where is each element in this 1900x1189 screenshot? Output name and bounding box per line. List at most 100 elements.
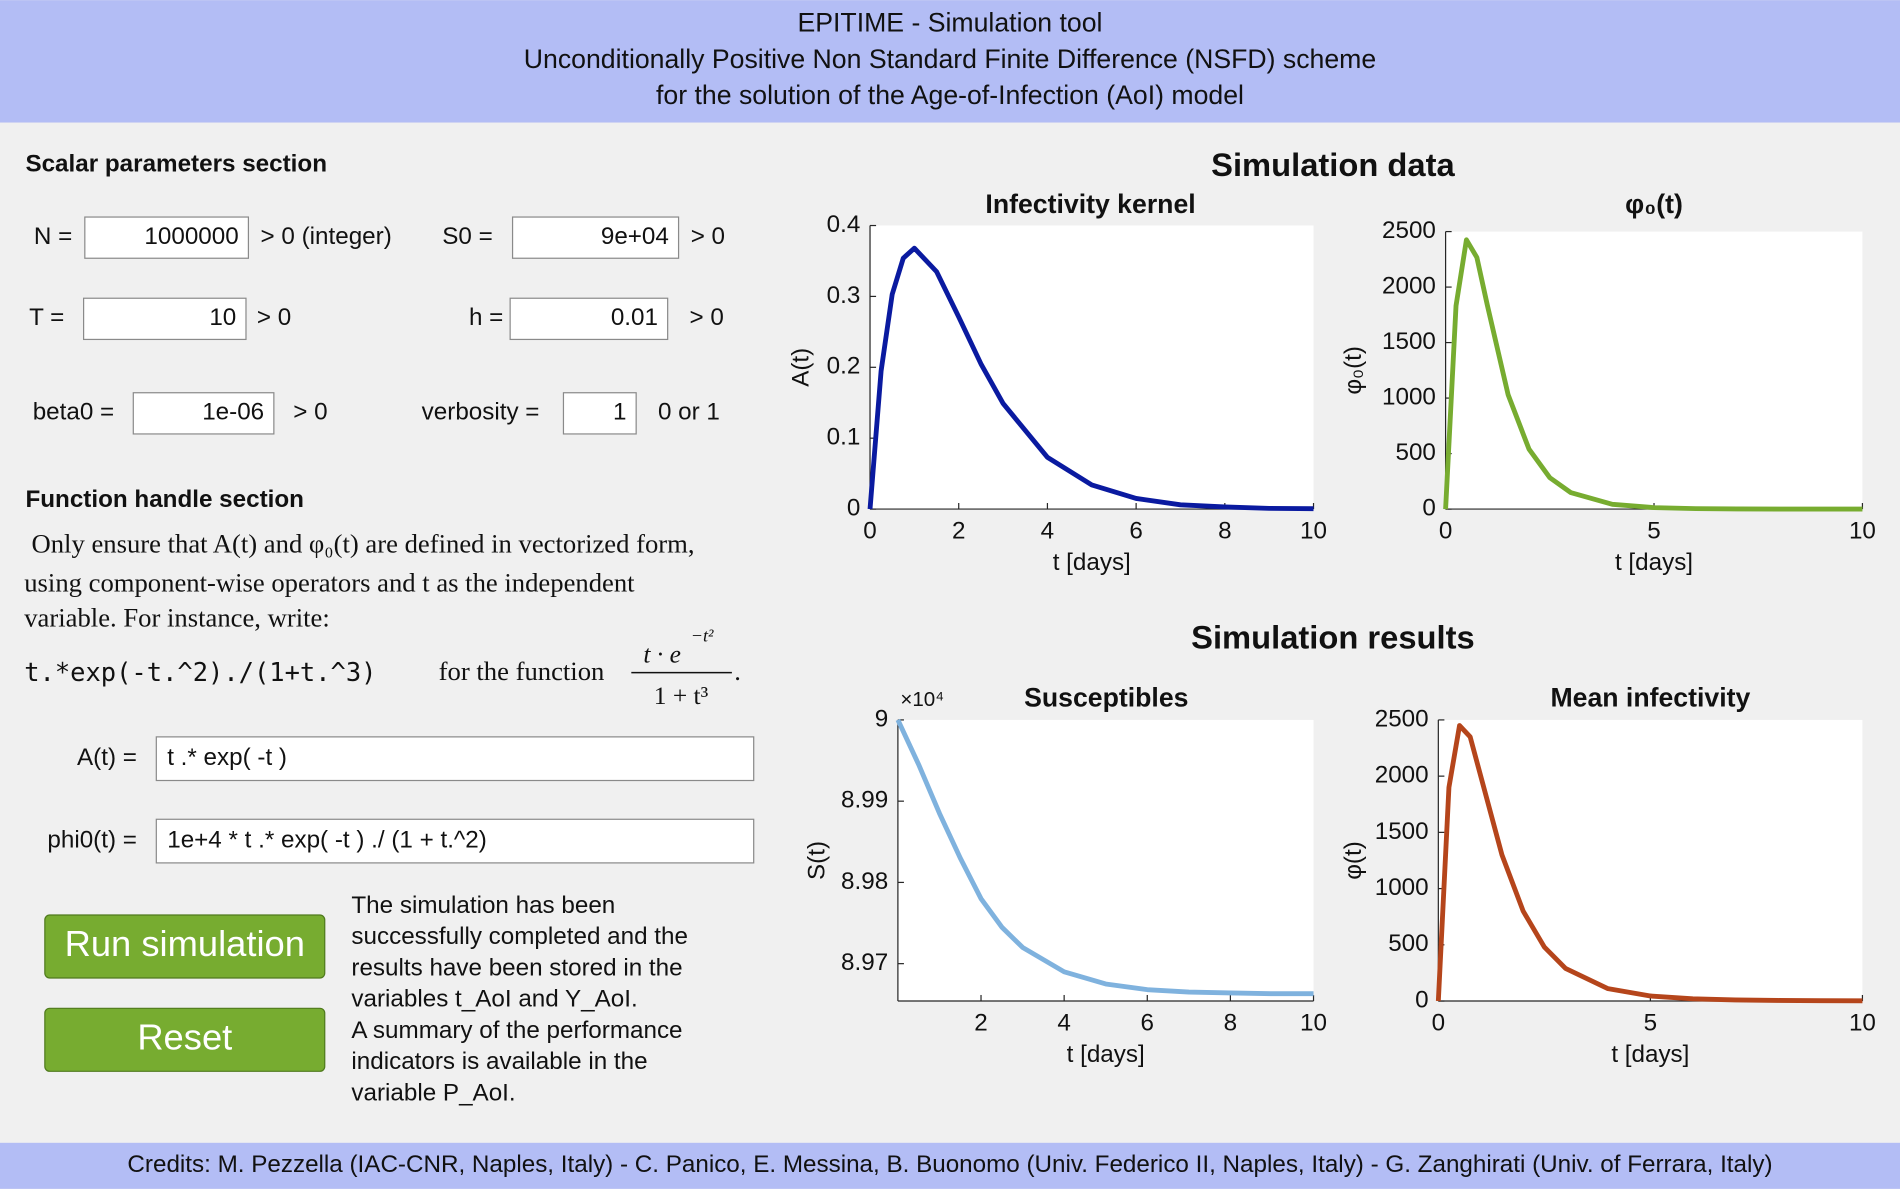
input-value: 9e+04: [601, 223, 669, 250]
field-label: beta0 =: [33, 399, 114, 426]
field-label: T =: [29, 304, 64, 331]
x-tick-label: 10: [1849, 518, 1876, 545]
field-label: A(t) =: [77, 744, 137, 771]
field-hint: > 0: [257, 304, 291, 331]
status-message: variables t_AoI and Y_AoI.: [351, 986, 637, 1013]
y-tick-label: 2000: [1375, 762, 1429, 789]
y-exponent: ×10⁴: [900, 688, 944, 711]
chart-title: Infectivity kernel: [985, 189, 1195, 219]
input-value: 1e-06: [202, 399, 264, 426]
text-input[interactable]: [562, 392, 637, 435]
input-value: 1e+4 * t .* exp( -t ) ./ (1 + t.^2): [167, 826, 487, 853]
x-tick-label: 10: [1300, 518, 1327, 545]
input-value: 1: [613, 399, 626, 426]
x-tick-label: 8: [1218, 518, 1231, 545]
chart-title: φ₀(t): [1625, 189, 1683, 219]
y-tick-label: 0: [1422, 494, 1435, 521]
y-tick-label: 1000: [1375, 874, 1429, 901]
y-tick-label: 2000: [1382, 272, 1436, 299]
status-message: successfully completed and the: [351, 923, 688, 950]
text-input[interactable]: [155, 818, 755, 864]
field-hint: > 0 (integer): [261, 223, 392, 250]
header-bar: [0, 0, 1900, 123]
paragraph-line: using component-wise operators and t as …: [24, 568, 635, 598]
chart-title: Mean infectivity: [1550, 682, 1750, 712]
x-tick-label: 0: [1432, 1009, 1445, 1036]
x-tick-label: 10: [1849, 1009, 1876, 1036]
field-label: S0 =: [442, 223, 492, 250]
header-line: Unconditionally Positive Non Standard Fi…: [524, 44, 1376, 74]
fraction-end: .: [734, 656, 741, 686]
plot-area: [1438, 719, 1863, 1002]
y-tick-label: 1500: [1382, 328, 1436, 355]
input-value: 0.01: [611, 304, 658, 331]
line-series: [1435, 723, 1863, 1004]
y-tick-label: 500: [1388, 930, 1428, 957]
x-tick-label: 4: [1057, 1009, 1070, 1036]
plot-area: [870, 225, 1314, 510]
fraction-numerator: t · e: [643, 640, 680, 669]
text-input[interactable]: [83, 297, 247, 341]
input-value: 10: [209, 304, 236, 331]
x-axis-label: t [days]: [1067, 1041, 1145, 1068]
y-tick-label: 0.2: [827, 353, 861, 380]
x-tick-label: 10: [1300, 1009, 1327, 1036]
button-label[interactable]: Reset: [137, 1016, 232, 1057]
field-hint: > 0: [691, 223, 725, 250]
y-tick-label: 500: [1395, 439, 1435, 466]
y-tick-label: 2500: [1375, 705, 1429, 732]
text-input[interactable]: [84, 216, 250, 259]
plot-area: [1445, 231, 1863, 510]
field-hint: > 0: [689, 304, 723, 331]
status-message: The simulation has been: [351, 892, 615, 919]
footer-credits: Credits: M. Pezzella (IAC-CNR, Naples, I…: [127, 1151, 1772, 1178]
y-tick-label: 9: [875, 705, 888, 732]
input-value: 1000000: [144, 223, 238, 250]
y-tick-label: 0: [847, 494, 860, 521]
y-axis-label: A(t): [788, 348, 815, 387]
field-label: verbosity =: [422, 399, 540, 426]
x-tick-label: 2: [952, 518, 965, 545]
line-series: [1443, 237, 1863, 512]
x-tick-label: 4: [1041, 518, 1054, 545]
button[interactable]: [44, 1007, 326, 1072]
x-tick-label: 6: [1141, 1009, 1154, 1036]
y-tick-label: 1500: [1375, 818, 1429, 845]
text-input[interactable]: [511, 216, 680, 259]
x-tick-label: 8: [1224, 1009, 1237, 1036]
y-tick-label: 8.98: [841, 868, 888, 895]
text-input[interactable]: [509, 297, 669, 341]
chart-title: Susceptibles: [1024, 682, 1188, 712]
footer-bar: [0, 1142, 1900, 1189]
paragraph-line: variable. For instance, write:: [24, 603, 330, 633]
text-input[interactable]: [132, 392, 275, 435]
x-tick-label: 2: [974, 1009, 987, 1036]
paragraph-line: Only ensure that A(t) and φ₀(t) are defi…: [32, 529, 695, 559]
field-hint: 0 or 1: [658, 399, 720, 426]
x-tick-label: 5: [1644, 1009, 1657, 1036]
status-message: results have been stored in the: [351, 954, 682, 981]
x-tick-label: 0: [1439, 518, 1452, 545]
y-tick-label: 0: [1415, 986, 1428, 1013]
header-line: EPITIME - Simulation tool: [797, 7, 1102, 37]
y-tick-label: 0.4: [827, 211, 861, 238]
y-axis-label: φ₀(t): [1340, 346, 1367, 395]
button-label[interactable]: Run simulation: [65, 923, 305, 964]
y-axis-label: φ(t): [1340, 841, 1367, 880]
status-message: A summary of the performance: [351, 1017, 682, 1044]
x-tick-label: 6: [1129, 518, 1142, 545]
x-tick-label: 0: [863, 518, 876, 545]
header-line: for the solution of the Age-of-Infection…: [656, 80, 1244, 110]
field-label: phi0(t) =: [47, 826, 137, 853]
y-tick-label: 0.3: [827, 282, 861, 309]
field-hint: > 0: [293, 399, 327, 426]
text-input[interactable]: [155, 736, 755, 782]
fraction-exponent: −t²: [691, 626, 714, 646]
y-tick-label: 2500: [1382, 217, 1436, 244]
line-series: [867, 245, 1314, 512]
panel-title: Simulation data: [1211, 146, 1455, 183]
y-tick-label: 8.97: [841, 949, 888, 976]
button[interactable]: [44, 914, 326, 979]
